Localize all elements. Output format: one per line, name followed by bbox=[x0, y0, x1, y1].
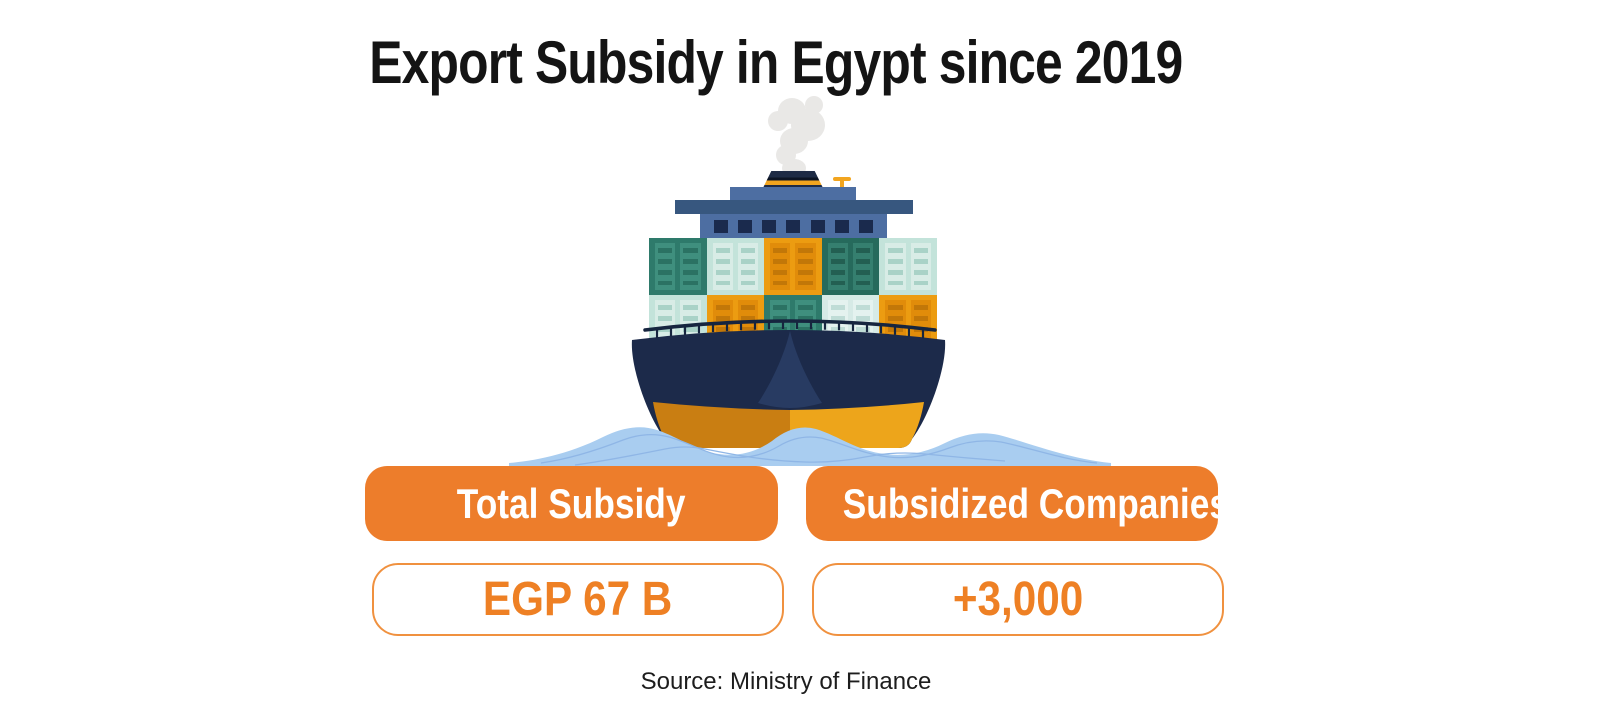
ship-funnel bbox=[762, 171, 824, 190]
page-title-text: Export Subsidy in Egypt since 2019 bbox=[369, 29, 1183, 96]
bridge-window bbox=[786, 220, 801, 233]
smoke-icon bbox=[768, 96, 825, 174]
bridge-window bbox=[714, 220, 728, 233]
cargo-ship-illustration bbox=[509, 96, 1111, 466]
ship-bridge bbox=[700, 214, 887, 238]
stat-value: +3,000 bbox=[952, 573, 1084, 626]
bridge-window bbox=[858, 220, 873, 233]
ship-deck-band bbox=[675, 200, 913, 214]
bow-railing bbox=[643, 319, 937, 339]
shipping-container bbox=[706, 238, 765, 295]
stat-value-box-subsidized-companies: +3,000 bbox=[812, 563, 1224, 636]
stat-badge-total-subsidy: Total Subsidy bbox=[365, 466, 778, 541]
shipping-container bbox=[879, 238, 937, 295]
stat-badge-subsidized-companies: Subsidized Companies bbox=[806, 466, 1229, 541]
stat-badge-label: Total Subsidy bbox=[457, 480, 686, 527]
stat-badge-label: Subsidized Companies bbox=[842, 480, 1229, 527]
page-title: Export Subsidy in Egypt since 2019 bbox=[0, 28, 1552, 97]
bridge-window bbox=[834, 220, 849, 233]
container-row bbox=[649, 238, 937, 295]
ship-upper-deck bbox=[730, 187, 856, 201]
bridge-window bbox=[762, 220, 777, 233]
water-waves-icon bbox=[509, 427, 1111, 466]
bridge-window bbox=[738, 220, 753, 233]
ship-antenna-icon bbox=[833, 177, 851, 181]
source-note: Source: Ministry of Finance bbox=[640, 668, 932, 695]
stat-value-box-total-subsidy: EGP 67 B bbox=[372, 563, 784, 636]
ship-antenna-stem bbox=[840, 180, 844, 190]
shipping-container bbox=[764, 238, 822, 295]
stat-value: EGP 67 B bbox=[483, 573, 673, 626]
shipping-container bbox=[649, 238, 707, 295]
bridge-window bbox=[810, 220, 825, 233]
shipping-container bbox=[821, 238, 880, 295]
